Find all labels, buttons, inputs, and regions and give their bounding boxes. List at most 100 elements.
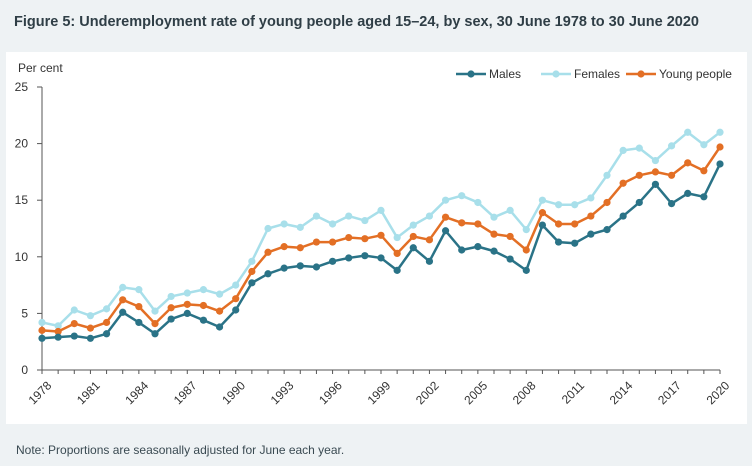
data-point-females [393, 233, 401, 242]
data-point-young-people [425, 236, 434, 244]
data-point-females [425, 212, 434, 220]
data-point-males [651, 180, 660, 188]
x-tick-label: 2020 [704, 378, 733, 407]
data-point-males [151, 330, 159, 338]
y-tick-label: 10 [15, 250, 29, 264]
x-tick-label: 1996 [316, 378, 345, 407]
data-point-females [199, 286, 208, 294]
legend-marker-young-people [637, 70, 645, 78]
data-point-females [70, 306, 78, 314]
x-tick-labels: 1978 1981 1984 1987 1990 1993 1996 1999 2002 2005… [26, 378, 733, 407]
data-point-young-people [248, 267, 256, 276]
data-point-males [102, 330, 111, 338]
data-point-males [506, 255, 514, 263]
legend-marker-males [467, 70, 475, 78]
data-point-males [554, 238, 563, 246]
series-lines [38, 128, 724, 342]
data-point-males [377, 254, 385, 262]
data-point-males [183, 309, 191, 317]
data-point-young-people [199, 301, 208, 310]
data-point-young-people [280, 243, 288, 251]
data-point-females [264, 224, 272, 233]
data-point-young-people [361, 235, 369, 243]
data-point-young-people [70, 319, 78, 328]
data-point-males [409, 244, 417, 252]
data-point-males [474, 243, 482, 251]
data-point-young-people [619, 179, 627, 187]
data-point-males [119, 308, 127, 316]
data-point-females [506, 206, 514, 214]
data-point-females [361, 216, 369, 225]
data-point-young-people [522, 246, 530, 254]
data-point-females [119, 283, 127, 291]
data-point-males [571, 239, 579, 247]
axes [37, 86, 721, 374]
data-point-males [167, 315, 175, 323]
data-point-males [232, 306, 240, 314]
data-point-females [232, 281, 240, 289]
data-point-males [38, 334, 46, 342]
data-point-young-people [54, 327, 62, 336]
data-point-males [538, 221, 547, 229]
data-point-young-people [264, 248, 272, 256]
data-point-males [264, 270, 272, 278]
series-line-young-people [41, 146, 722, 333]
data-point-young-people [474, 220, 482, 228]
x-tick-label: 1990 [219, 378, 248, 407]
data-point-females [38, 318, 46, 327]
data-point-young-people [377, 231, 385, 239]
data-point-males [587, 230, 595, 238]
data-point-females [151, 307, 159, 315]
legend-marker-females [552, 70, 560, 78]
data-point-females [296, 223, 304, 231]
data-point-females [554, 201, 563, 209]
data-point-young-people [554, 220, 563, 228]
data-point-males [312, 263, 321, 271]
data-point-females [603, 171, 611, 179]
data-point-females [215, 290, 224, 298]
data-point-young-people [183, 300, 191, 308]
data-point-young-people [538, 209, 547, 217]
data-point-females [409, 221, 417, 229]
y-tick-label: 5 [21, 306, 28, 320]
data-point-females [651, 156, 660, 165]
data-point-males [54, 333, 62, 341]
y-tick-labels: 0 5 10 15 20 25 [15, 80, 29, 377]
data-point-males [296, 262, 304, 270]
data-point-males [603, 226, 611, 234]
data-point-young-people [102, 318, 111, 327]
data-point-young-people [215, 307, 224, 315]
data-point-males [700, 193, 708, 201]
data-point-young-people [506, 232, 514, 241]
x-tick-label: 1981 [74, 378, 103, 407]
data-point-young-people [345, 233, 353, 242]
data-point-males [70, 332, 78, 340]
data-point-young-people [135, 303, 143, 311]
data-point-young-people [151, 319, 159, 328]
data-point-females [571, 201, 579, 209]
data-point-males [522, 266, 530, 274]
data-point-males [135, 318, 143, 327]
data-point-females [328, 220, 337, 228]
x-tick-label: 1999 [365, 378, 394, 407]
data-point-females [248, 257, 256, 265]
data-point-males [490, 247, 498, 255]
data-point-young-people [86, 324, 95, 332]
x-tick-label: 1987 [171, 378, 200, 407]
data-point-young-people [296, 244, 304, 252]
data-point-young-people [119, 296, 127, 304]
x-tick-label: 2017 [655, 378, 684, 407]
data-point-young-people [603, 198, 611, 207]
data-point-females [490, 213, 498, 221]
data-point-young-people [38, 326, 46, 334]
chart-card: Per cent 0 5 10 15 20 25 1978 1981 1984 1987 1990… [6, 52, 747, 424]
data-point-females [102, 305, 111, 313]
data-point-young-people [684, 159, 692, 167]
data-point-males [280, 264, 288, 272]
x-tick-label: 2008 [510, 378, 539, 407]
data-point-young-people [651, 168, 660, 176]
data-point-males [425, 257, 434, 265]
data-point-males [345, 254, 353, 262]
data-point-young-people [716, 143, 724, 151]
data-point-females [458, 192, 466, 200]
